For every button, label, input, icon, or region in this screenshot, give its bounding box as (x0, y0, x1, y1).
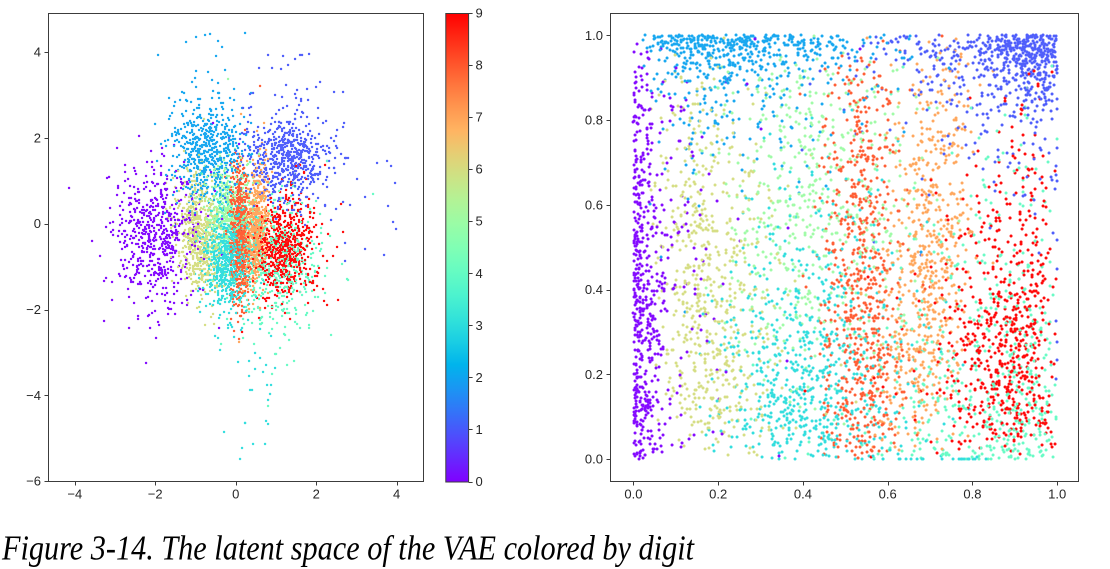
svg-text:7: 7 (476, 110, 483, 125)
svg-text:−2: −2 (148, 487, 163, 502)
svg-text:2: 2 (313, 487, 320, 502)
svg-text:2: 2 (34, 130, 41, 145)
svg-text:−4: −4 (67, 487, 82, 502)
svg-text:4: 4 (34, 45, 41, 60)
svg-text:0.6: 0.6 (585, 197, 603, 212)
svg-text:0.8: 0.8 (585, 113, 603, 128)
svg-text:0.4: 0.4 (585, 282, 603, 297)
svg-text:−4: −4 (26, 388, 41, 403)
svg-text:5: 5 (476, 214, 483, 229)
svg-text:0.4: 0.4 (794, 487, 812, 502)
svg-text:0.2: 0.2 (709, 487, 727, 502)
svg-text:−2: −2 (26, 302, 41, 317)
svg-text:4: 4 (393, 487, 400, 502)
svg-text:−6: −6 (26, 474, 41, 489)
svg-text:8: 8 (476, 58, 483, 73)
svg-text:9: 9 (476, 6, 483, 21)
svg-text:0: 0 (34, 216, 41, 231)
svg-text:1.0: 1.0 (1048, 487, 1066, 502)
svg-text:Figure 3-14. The latent space: Figure 3-14. The latent space of the VAE… (1, 529, 695, 568)
svg-text:1.0: 1.0 (585, 28, 603, 43)
svg-text:0: 0 (232, 487, 239, 502)
svg-text:6: 6 (476, 162, 483, 177)
svg-text:0: 0 (476, 474, 483, 489)
svg-text:3: 3 (476, 318, 483, 333)
svg-text:1: 1 (476, 422, 483, 437)
svg-text:0.0: 0.0 (624, 487, 642, 502)
svg-text:0.6: 0.6 (879, 487, 897, 502)
svg-text:0.0: 0.0 (585, 452, 603, 467)
svg-text:2: 2 (476, 370, 483, 385)
svg-text:0.8: 0.8 (963, 487, 981, 502)
svg-text:4: 4 (476, 266, 483, 281)
svg-text:0.2: 0.2 (585, 367, 603, 382)
